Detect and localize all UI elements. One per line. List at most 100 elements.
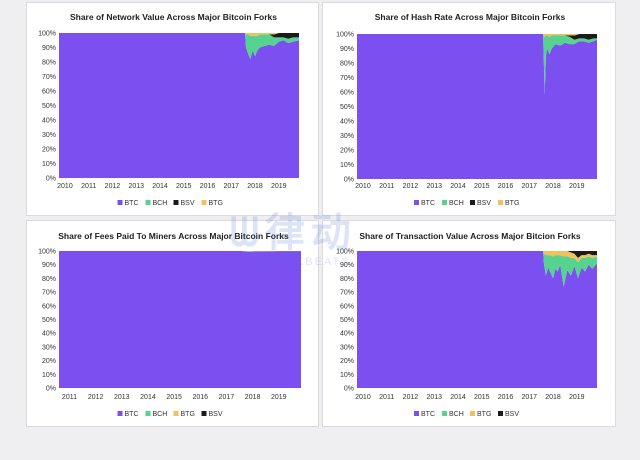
y-tick-label: 40%: [42, 118, 56, 125]
y-tick-label: 30%: [340, 344, 354, 351]
area-series-btc: [357, 34, 597, 179]
chart-svg: Share of Hash Rate Across Major Bitcoin …: [336, 12, 597, 207]
legend-swatch: [442, 411, 447, 416]
legend-item-btg: BTG: [470, 411, 491, 418]
x-tick-label: 2016: [498, 394, 514, 401]
legend-item-bch: BCH: [442, 411, 464, 418]
x-tick-label: 2015: [474, 183, 490, 190]
x-tick-label: 2014: [450, 394, 466, 401]
x-tick-label: 2019: [271, 394, 287, 401]
area-series-bch: [59, 251, 301, 252]
x-tick-label: 2011: [62, 394, 77, 401]
x-tick-label: 2016: [192, 394, 208, 401]
legend-swatch: [117, 411, 123, 416]
x-tick-label: 2013: [426, 394, 442, 401]
legend-swatch: [470, 411, 475, 416]
x-tick-label: 2018: [545, 394, 561, 401]
y-tick-label: 40%: [42, 331, 56, 338]
x-tick-label: 2010: [57, 183, 73, 190]
y-tick-label: 0%: [344, 386, 354, 393]
area-series-btc: [357, 251, 597, 388]
y-tick-label: 100%: [336, 249, 354, 256]
legend-swatch: [173, 411, 179, 416]
x-tick-label: 2019: [271, 183, 287, 190]
x-tick-label: 2019: [569, 183, 585, 190]
x-tick-label: 2017: [521, 394, 537, 401]
area-series-btg: [59, 33, 299, 36]
legend-label: BSV: [209, 411, 223, 418]
x-tick-label: 2018: [545, 183, 561, 190]
y-tick-label: 90%: [42, 45, 56, 52]
y-tick-label: 70%: [42, 74, 56, 81]
y-tick-label: 60%: [340, 90, 354, 97]
legend-swatch: [414, 200, 419, 205]
area-series-bch: [357, 34, 597, 95]
y-tick-label: 30%: [42, 132, 56, 139]
y-tick-label: 60%: [42, 303, 56, 310]
x-tick-label: 2011: [81, 183, 96, 190]
x-tick-label: 2012: [403, 183, 419, 190]
y-tick-label: 0%: [344, 177, 354, 184]
x-tick-label: 2014: [450, 183, 466, 190]
chart-svg: Share of Network Value Across Major Bitc…: [38, 12, 299, 207]
x-tick-label: 2017: [521, 183, 537, 190]
y-tick-label: 10%: [340, 372, 354, 379]
legend-swatch: [470, 200, 475, 205]
y-tick-label: 0%: [46, 386, 56, 393]
y-tick-label: 10%: [42, 161, 56, 168]
legend-label: BCH: [153, 411, 168, 418]
legend-item-bsv: BSV: [470, 200, 491, 207]
x-tick-label: 2017: [219, 394, 235, 401]
legend-label: BTC: [421, 411, 435, 418]
x-tick-label: 2014: [140, 394, 156, 401]
legend-swatch: [145, 411, 151, 416]
legend-label: BTC: [125, 411, 139, 418]
y-tick-label: 20%: [340, 148, 354, 155]
legend-label: BTG: [477, 411, 491, 418]
chart-svg: Share of Transaction Value Across Major …: [336, 231, 597, 418]
legend-item-btg: BTG: [201, 200, 223, 207]
legend-swatch: [173, 200, 179, 205]
area-series-bch: [59, 33, 299, 60]
y-tick-label: 60%: [42, 89, 56, 96]
chart-title: Share of Hash Rate Across Major Bitcoin …: [375, 12, 566, 22]
legend-item-bsv: BSV: [201, 411, 223, 418]
chart-panel-hash-rate: Share of Hash Rate Across Major Bitcoin …: [322, 2, 616, 216]
x-tick-label: 2018: [245, 394, 261, 401]
legend-swatch: [498, 200, 503, 205]
legend-label: BTG: [181, 411, 195, 418]
y-tick-label: 90%: [340, 46, 354, 53]
y-tick-label: 40%: [340, 331, 354, 338]
area-series-btc: [59, 251, 301, 388]
y-tick-label: 90%: [42, 262, 56, 269]
chart-title: Share of Network Value Across Major Bitc…: [70, 12, 277, 22]
chart-svg: Share of Fees Paid To Miners Across Majo…: [38, 231, 301, 418]
legend-item-bch: BCH: [145, 200, 168, 207]
x-tick-label: 2013: [128, 183, 144, 190]
legend-label: BCH: [153, 200, 168, 207]
chart-panel-transaction-value: Share of Transaction Value Across Major …: [322, 220, 616, 427]
legend-label: BTG: [209, 200, 223, 207]
legend-label: BSV: [505, 411, 519, 418]
chart-title: Share of Transaction Value Across Major …: [359, 231, 580, 241]
legend-item-btc: BTC: [414, 411, 435, 418]
y-tick-label: 80%: [42, 276, 56, 283]
x-tick-label: 2016: [498, 183, 514, 190]
legend-label: BSV: [181, 200, 195, 207]
legend-label: BCH: [449, 200, 464, 207]
y-tick-label: 30%: [340, 133, 354, 140]
legend-swatch: [145, 200, 151, 205]
x-tick-label: 2014: [152, 183, 168, 190]
legend-label: BTC: [125, 200, 139, 207]
legend-swatch: [498, 411, 503, 416]
y-tick-label: 10%: [42, 372, 56, 379]
chart-title: Share of Fees Paid To Miners Across Majo…: [58, 231, 289, 241]
x-tick-label: 2012: [105, 183, 121, 190]
y-tick-label: 60%: [340, 303, 354, 310]
legend-item-bsv: BSV: [498, 411, 519, 418]
y-tick-label: 100%: [38, 31, 56, 38]
area-series-bch: [357, 251, 597, 287]
x-tick-label: 2010: [355, 183, 371, 190]
y-tick-label: 100%: [38, 249, 56, 256]
y-tick-label: 50%: [42, 103, 56, 110]
